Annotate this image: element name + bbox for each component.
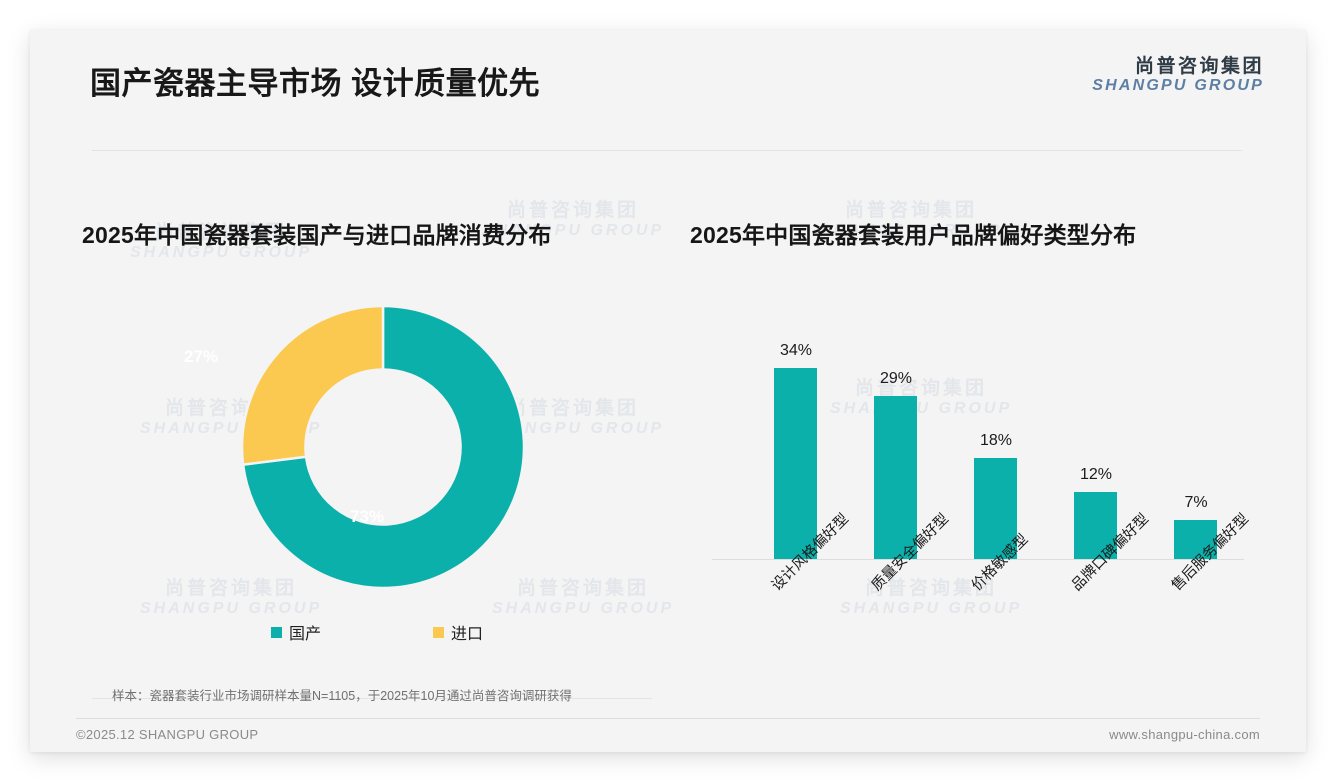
brand-name-cn: 尚普咨询集团: [1134, 56, 1264, 77]
watermark-en: SHANGPU GROUP: [840, 600, 1023, 618]
left-chart-title: 2025年中国瓷器套装国产与进口品牌消费分布: [82, 222, 552, 248]
footnote-text: 样本：瓷器套装行业市场调研样本量N=1105，于2025年10月通过尚普咨询调研…: [112, 689, 572, 703]
legend-item-guochan[interactable]: 国产: [270, 620, 321, 644]
legend-item-jinkou[interactable]: 进口: [433, 620, 483, 644]
right-chart-title: 2025年中国瓷器套装用户品牌偏好类型分布: [690, 222, 1137, 248]
donut-slice-jinkou[interactable]: [240, 304, 385, 467]
brand-name-en: SHANGPU GROUP: [1092, 77, 1264, 95]
footer-website[interactable]: www.shangpu-china.com: [1109, 727, 1260, 742]
footnote-divider: [92, 698, 652, 699]
bar-column[interactable]: [1074, 491, 1117, 559]
donut-value-guochan: 73%: [350, 507, 385, 526]
donut-chart-svg: [240, 304, 526, 590]
donut-chart: 73% 27%: [82, 216, 672, 636]
legend-swatch-icon: [270, 626, 282, 638]
bar-column[interactable]: [974, 458, 1017, 559]
watermark: 尚普咨询集团 SHANGPU GROUP: [840, 578, 1022, 619]
donut-legend: 国产 进口: [82, 620, 672, 644]
brand-logo: 尚普咨询集团 SHANGPU GROUP: [1092, 56, 1264, 95]
left-chart-panel: 2025年中国瓷器套装国产与进口品牌消费分布 73% 27% 国产: [82, 216, 672, 643]
slide-header: 国产瓷器主导市场 设计质量优先 尚普咨询集团 SHANGPU GROUP: [30, 30, 1306, 122]
donut-value-jinkou: 27%: [184, 347, 219, 366]
bar-column[interactable]: [1174, 519, 1217, 559]
bar-chart-axis: [712, 559, 1244, 560]
bar-column[interactable]: [874, 396, 917, 559]
bar-column[interactable]: [774, 368, 817, 559]
footer-copyright: ©2025.12 SHANGPU GROUP: [76, 727, 259, 742]
bar-chart: 34% 29% 18% 12% 7% 设计风格偏好型 质量安全偏好型 价格敏感型…: [690, 274, 1280, 594]
donut-slice-guochan[interactable]: [241, 304, 526, 590]
page-title: 国产瓷器主导市场 设计质量优先: [90, 66, 541, 101]
bar-value-label: 34%: [779, 342, 813, 360]
bar-value-label: 29%: [879, 370, 913, 388]
right-chart-panel: 2025年中国瓷器套装用户品牌偏好类型分布 34% 29% 18% 12% 7%…: [690, 216, 1280, 594]
header-divider: [92, 150, 1242, 151]
footer-divider: [76, 718, 1260, 719]
legend-label: 国产: [288, 626, 321, 643]
slide-card: 尚普咨询集团 SHANGPU GROUP 尚普咨询集团 SHANGPU GROU…: [30, 30, 1306, 752]
bar-value-label: 18%: [979, 432, 1013, 450]
bar-value-label: 12%: [1079, 465, 1113, 483]
legend-label: 进口: [451, 626, 484, 643]
bar-value-label: 7%: [1184, 493, 1208, 511]
legend-swatch-icon: [433, 626, 444, 638]
